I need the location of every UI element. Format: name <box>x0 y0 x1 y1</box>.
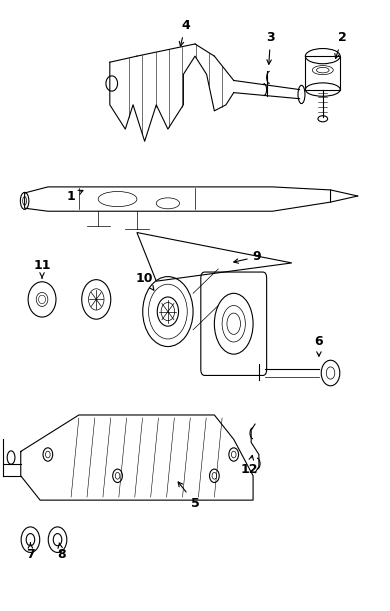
Text: 5: 5 <box>178 482 199 510</box>
Text: 12: 12 <box>241 455 258 476</box>
Text: 7: 7 <box>26 543 35 562</box>
Text: 2: 2 <box>335 31 347 59</box>
Text: 9: 9 <box>234 251 261 263</box>
Text: 8: 8 <box>57 543 66 562</box>
Text: 4: 4 <box>179 19 190 46</box>
Text: 3: 3 <box>266 31 275 64</box>
Text: 10: 10 <box>136 272 154 290</box>
Text: 6: 6 <box>315 335 323 356</box>
Text: 11: 11 <box>33 260 51 278</box>
Text: 1: 1 <box>67 189 83 202</box>
